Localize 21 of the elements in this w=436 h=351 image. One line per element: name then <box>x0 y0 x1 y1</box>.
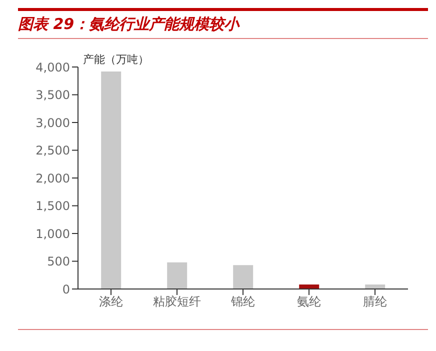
y-tick-label: 1,000 <box>36 226 70 241</box>
bar <box>167 262 188 289</box>
x-tick-label: 粘胶短纤 <box>153 294 201 309</box>
bar <box>101 71 122 289</box>
bar <box>299 284 320 289</box>
bar <box>233 265 254 289</box>
y-tick-label: 2,000 <box>36 171 70 186</box>
x-tick-label: 腈纶 <box>363 294 387 309</box>
y-axis-title: 产能（万吨） <box>83 52 149 67</box>
chart-title: 图表 29：氨纶行业产能规模较小 <box>18 8 428 39</box>
y-tick-label: 4,000 <box>36 60 70 74</box>
y-tick-label: 2,500 <box>36 144 70 158</box>
y-tick-label: 3,500 <box>36 88 70 102</box>
y-tick-label: 500 <box>47 254 70 269</box>
bar <box>365 284 386 289</box>
y-tick-label: 1,500 <box>36 199 70 214</box>
x-tick-label: 锦纶 <box>230 294 255 309</box>
y-tick-label: 0 <box>62 282 70 296</box>
y-tick-label: 3,000 <box>36 116 70 130</box>
x-tick-label: 涤纶 <box>99 294 123 309</box>
x-tick-label: 氨纶 <box>297 294 321 309</box>
